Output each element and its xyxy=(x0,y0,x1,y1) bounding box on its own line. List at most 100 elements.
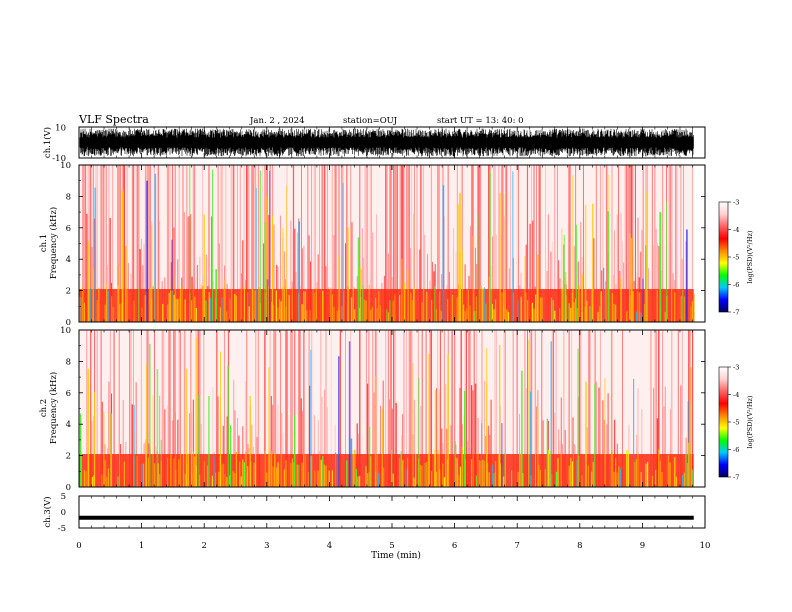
spec-band-cell xyxy=(658,449,660,487)
ch3-ytick-bottom: -5 xyxy=(58,524,66,534)
spec-band-cell xyxy=(392,473,394,487)
spec-band-cell xyxy=(520,296,522,322)
ch2-colorbar: -3 -4 -5 -6 -7 log(PSD)(V²/Hz) xyxy=(718,364,754,482)
spec-band-cell xyxy=(224,288,226,322)
spec-band-cell xyxy=(616,472,618,487)
colorbar-tick-label: -7 xyxy=(733,309,739,317)
spec-band-cell xyxy=(400,451,402,487)
spec-band-cell xyxy=(218,471,220,487)
spec-band-cell xyxy=(173,458,175,487)
spec-band-cell xyxy=(437,449,439,487)
spec-band-cell xyxy=(205,300,207,322)
spec-band-cell xyxy=(399,295,401,322)
spec-band-cell xyxy=(637,291,639,322)
spec-band-cell xyxy=(143,463,145,487)
spec-band-cell xyxy=(576,459,578,487)
spec-band-cell xyxy=(402,460,404,487)
spec-band-cell xyxy=(407,457,409,487)
spec-band-cell xyxy=(322,290,324,322)
spec-band-cell xyxy=(691,469,693,487)
spec-ytick-label: 2 xyxy=(66,287,71,297)
spec-band-cell xyxy=(271,301,273,322)
spec-band-cell xyxy=(435,308,437,322)
spec-band-cell xyxy=(383,467,385,487)
spec-band-cell xyxy=(451,294,453,322)
spec-band-cell xyxy=(221,464,223,487)
spec-ytick-label: 2 xyxy=(66,452,71,462)
spec-band-cell xyxy=(280,301,282,322)
spec-band-cell xyxy=(535,294,537,322)
spec-band-cell xyxy=(157,289,159,322)
spec-band-cell xyxy=(578,455,580,487)
spec-band-cell xyxy=(194,296,196,322)
time-axis-label: Time (min) xyxy=(371,550,421,561)
spec-band-cell xyxy=(458,475,460,487)
spec-band-cell xyxy=(474,311,476,322)
spec-band-cell xyxy=(291,458,293,487)
ch1-spectrogram-image xyxy=(79,165,695,322)
spec-band-cell xyxy=(288,295,290,322)
ch1-waveform-trace xyxy=(79,128,694,157)
spec-band-cell xyxy=(456,297,458,322)
spec-band-cell xyxy=(687,463,689,487)
spec-band-cell xyxy=(431,300,433,322)
spec-band-cell xyxy=(232,471,234,487)
spec-band-cell xyxy=(277,462,279,487)
spec-band-cell xyxy=(371,306,373,322)
spec-band-cell xyxy=(235,295,237,322)
spec-band-cell xyxy=(647,461,649,487)
spec-band-cell xyxy=(213,455,215,487)
spec-band-cell xyxy=(503,476,505,487)
spec-band-cell xyxy=(88,288,90,322)
spec-band-cell xyxy=(472,452,474,487)
spec-band-cell xyxy=(392,300,394,322)
spec-band-cell xyxy=(376,454,378,487)
spec-band-cell xyxy=(387,312,389,322)
spec-band-cell xyxy=(682,474,684,487)
spec-band-cell xyxy=(571,461,573,487)
spec-band-cell xyxy=(266,472,268,487)
spec-band-cell xyxy=(91,477,93,487)
spec-band-cell xyxy=(525,292,527,322)
spec-band-cell xyxy=(307,472,309,487)
spec-band-cell xyxy=(568,303,570,322)
spec-band-cell xyxy=(471,459,473,487)
spec-band-cell xyxy=(504,289,506,322)
time-axis: 0 1 2 3 4 5 6 7 8 9 10 xyxy=(76,127,710,551)
spec-band-cell xyxy=(439,291,441,322)
time-tick-label: 0 xyxy=(76,541,81,551)
colorbar-tick-label: -3 xyxy=(733,199,739,207)
ch3-waveform-ylabel: ch.3(V) xyxy=(42,496,53,527)
start-time-label: start UT = 13: 40: 0 xyxy=(437,116,524,126)
spec-band-cell xyxy=(202,286,204,322)
spec-band-cell xyxy=(570,307,572,322)
spec-band-cell xyxy=(239,461,241,487)
spec-band-cell xyxy=(192,284,194,322)
spec-band-cell xyxy=(626,311,628,322)
ch1-colorbar-label: log(PSD)(V²/Hz) xyxy=(746,230,754,283)
spec-band-cell xyxy=(211,475,213,487)
spec-band-cell xyxy=(298,464,300,487)
spec-band-cell xyxy=(463,304,465,322)
time-tick-label: 4 xyxy=(327,541,332,551)
spec-band-cell xyxy=(469,305,471,322)
spec-band-cell xyxy=(442,463,444,487)
spec-band-cell xyxy=(269,450,271,487)
spec-band-cell xyxy=(283,286,285,322)
spec-ytick-label: 8 xyxy=(66,192,71,202)
spec-band-cell xyxy=(255,290,257,322)
ch1-ytick-top: 10 xyxy=(55,124,66,134)
spec-band-cell xyxy=(386,309,388,322)
spec-band-cell xyxy=(106,476,108,487)
spec-band-cell xyxy=(368,284,370,322)
spec-band-cell xyxy=(539,297,541,322)
spec-band-cell xyxy=(271,450,273,487)
spec-band-cell xyxy=(424,463,426,487)
spec-band-cell xyxy=(221,297,223,322)
spec-band-cell xyxy=(635,311,637,322)
spec-band-cell xyxy=(317,470,319,487)
spec-band-cell xyxy=(576,308,578,322)
spec-band-cell xyxy=(354,449,356,487)
spec-band-cell xyxy=(315,287,317,322)
spec-band-cell xyxy=(272,466,274,487)
